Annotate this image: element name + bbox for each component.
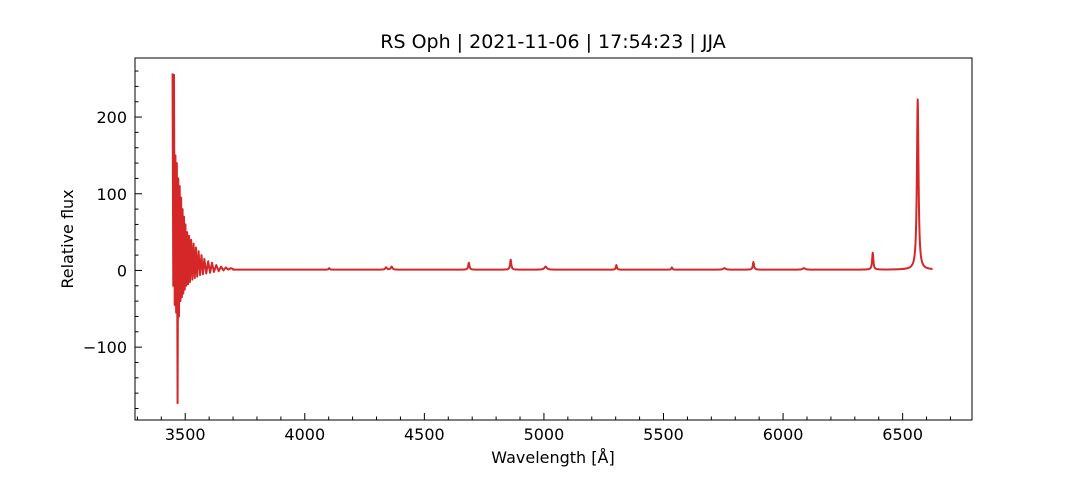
x-tick-label: 3500 [165, 425, 206, 444]
y-axis-label: Relative flux [58, 189, 77, 288]
spectrum-line-series [171, 73, 934, 405]
y-tick-label: 0 [117, 261, 127, 280]
y-tick-label: 100 [96, 185, 127, 204]
y-tick-label: 200 [96, 108, 127, 127]
y-axis-ticks: −100 0 100 200 [83, 70, 142, 409]
x-tick-label: 5000 [524, 425, 565, 444]
y-tick-label: −100 [83, 338, 127, 357]
x-tick-label: 4500 [404, 425, 445, 444]
plot-frame [134, 57, 973, 421]
chart-title: RS Oph | 2021-11-06 | 17:54:23 | JJA [380, 31, 725, 53]
x-tick-label: 4000 [284, 425, 325, 444]
x-axis-ticks: 3500 4000 4500 5000 5500 6000 6500 [136, 413, 951, 444]
x-axis-label: Wavelength [Å] [491, 448, 614, 467]
x-tick-label: 5500 [643, 425, 684, 444]
x-tick-label: 6500 [882, 425, 923, 444]
x-tick-label: 6000 [763, 425, 804, 444]
